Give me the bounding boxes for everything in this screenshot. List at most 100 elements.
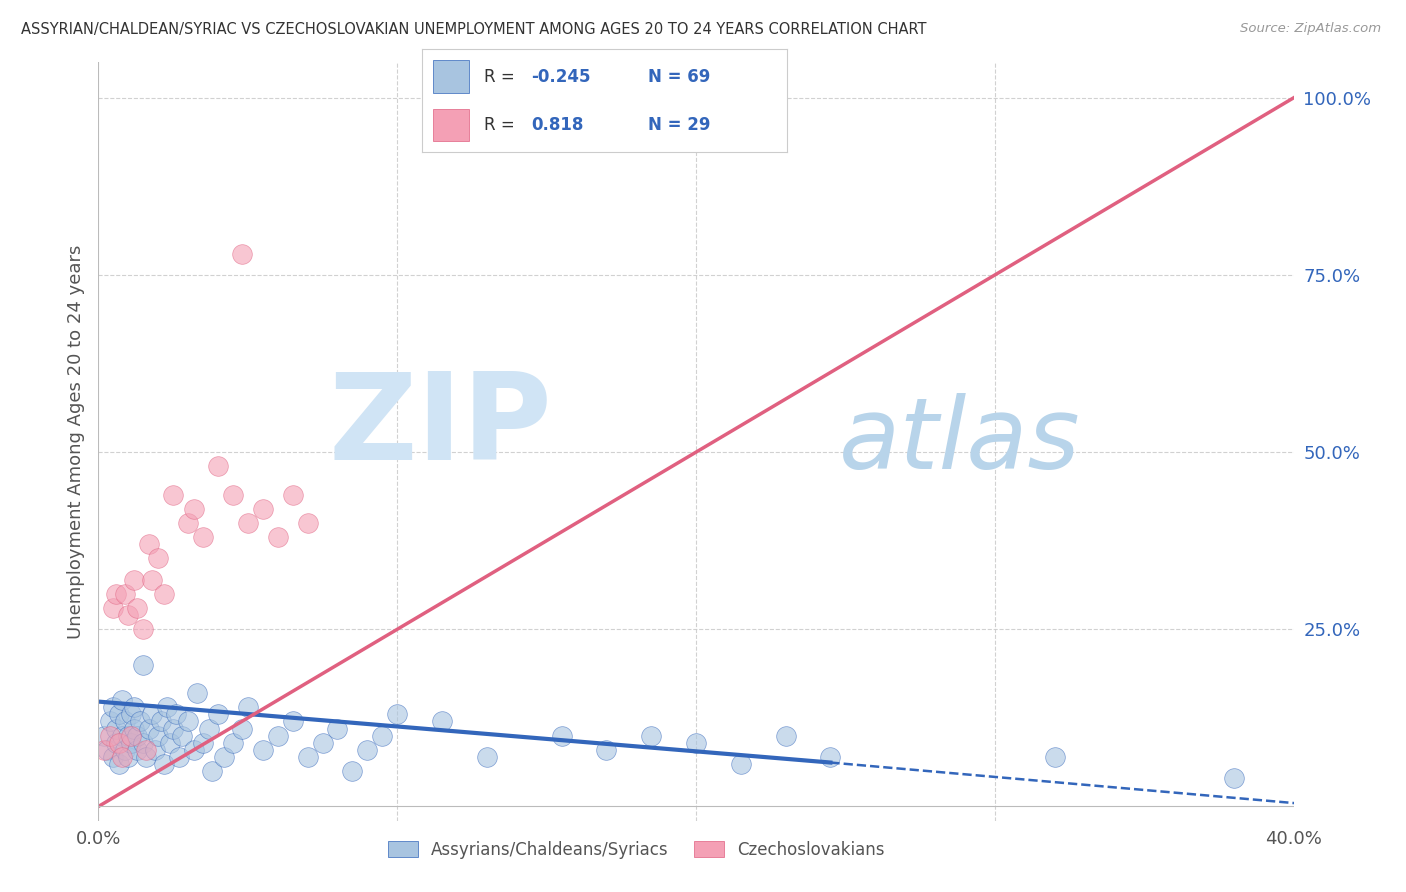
Point [198,722,221,736]
Point [297,750,319,764]
Point [153,587,176,601]
Point [98,729,122,743]
Point [685,736,707,750]
Text: N = 69: N = 69 [648,68,711,86]
Point [252,743,274,757]
Point [127,743,149,757]
Point [212,750,235,764]
Y-axis label: Unemployment Among Ages 20 to 24 years: Unemployment Among Ages 20 to 24 years [66,244,84,639]
Point [207,459,229,474]
Point [640,729,662,743]
Point [93,743,115,757]
Point [475,750,498,764]
Point [342,764,364,778]
Legend: Assyrians/Chaldeans/Syriacs, Czechoslovakians: Assyrians/Chaldeans/Syriacs, Czechoslova… [381,834,891,865]
Text: R =: R = [484,68,520,86]
Point [156,700,179,714]
Point [148,551,170,566]
Point [385,707,409,722]
Point [165,707,187,722]
Point [105,736,128,750]
Point [111,693,134,707]
Point [311,736,333,750]
Point [105,722,128,736]
Point [356,743,378,757]
Point [159,736,181,750]
Point [371,729,394,743]
Point [120,736,142,750]
Point [124,700,146,714]
Point [207,707,229,722]
Point [191,736,214,750]
Point [96,743,118,757]
Point [108,756,131,771]
Point [201,764,224,778]
Point [775,729,797,743]
Point [281,714,304,729]
Text: Source: ZipAtlas.com: Source: ZipAtlas.com [1240,22,1381,36]
Point [143,743,166,757]
Point [183,501,205,516]
Text: atlas: atlas [839,393,1081,490]
Point [222,736,245,750]
Point [430,714,453,729]
Point [267,530,290,544]
Text: 0.818: 0.818 [531,116,583,134]
Point [252,501,274,516]
Point [124,573,146,587]
Point [231,722,253,736]
Text: -0.245: -0.245 [531,68,591,86]
Point [1223,771,1246,785]
Point [111,729,134,743]
Point [148,729,170,743]
Point [267,729,290,743]
Point [135,743,157,757]
Point [117,729,139,743]
Point [127,729,149,743]
Point [129,714,152,729]
Point [326,722,349,736]
Point [105,587,128,601]
Point [93,729,115,743]
Point [236,700,259,714]
Point [141,707,163,722]
Point [162,722,184,736]
Point [117,608,139,623]
Point [114,714,136,729]
Point [222,488,245,502]
Point [177,714,200,729]
Point [103,601,125,615]
Point [297,516,319,530]
Point [117,750,139,764]
Point [231,246,253,260]
Point [141,573,163,587]
Bar [433,109,470,141]
Point [167,750,190,764]
Point [124,722,146,736]
Point [132,736,155,750]
Point [103,700,125,714]
Point [162,488,184,502]
Point [120,707,142,722]
Point [550,729,572,743]
Point [103,750,125,764]
Point [135,750,157,764]
Point [172,729,194,743]
Point [127,601,149,615]
Point [153,756,176,771]
Text: ZIP: ZIP [329,368,553,485]
Point [138,537,160,551]
Point [281,488,304,502]
Point [98,714,122,729]
Point [820,750,842,764]
Point [183,743,205,757]
Point [730,756,752,771]
Point [138,722,160,736]
Point [132,657,155,672]
Point [150,714,173,729]
Point [236,516,259,530]
Point [186,686,208,700]
Point [114,743,136,757]
Text: ASSYRIAN/CHALDEAN/SYRIAC VS CZECHOSLOVAKIAN UNEMPLOYMENT AMONG AGES 20 TO 24 YEA: ASSYRIAN/CHALDEAN/SYRIAC VS CZECHOSLOVAK… [21,22,927,37]
Point [1043,750,1066,764]
